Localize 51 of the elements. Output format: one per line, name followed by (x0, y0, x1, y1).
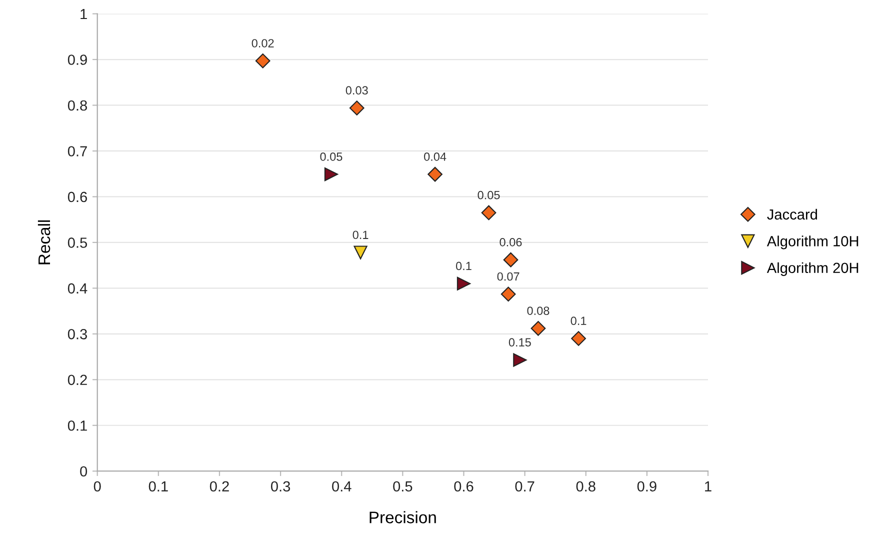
x-tick-label: 0 (94, 481, 101, 492)
point (571, 331, 586, 346)
y-tick-label: 0.2 (68, 374, 87, 386)
y-tick-label: 0.9 (68, 54, 87, 65)
x-tick-label: 0.4 (332, 481, 352, 492)
annotation: 0.04 (424, 152, 446, 161)
legend-label: Jaccard (767, 208, 818, 220)
point (481, 205, 496, 220)
y-tick-label: 0.4 (68, 283, 88, 294)
annotation: 0.1 (456, 262, 472, 270)
annotation: 0.15 (508, 338, 531, 347)
legend-label: Algorithm 10H (766, 236, 858, 250)
y-tick-label: 0 (80, 466, 88, 477)
annotation: 0.1 (570, 316, 586, 326)
y-tick-label: 0.8 (68, 100, 87, 111)
annotation: 0.05 (320, 152, 342, 161)
x-tick-label: 1 (705, 481, 712, 492)
y-tick-label: 0.7 (68, 146, 87, 156)
y-tick-label: 0.3 (68, 329, 87, 340)
y-axis-title: Recall (38, 220, 50, 264)
annotation: 0.05 (478, 190, 500, 200)
point (513, 353, 527, 367)
point (324, 167, 338, 182)
y-tick-label: 0.5 (68, 238, 88, 248)
annotation: 0.06 (500, 238, 522, 246)
x-tick-label: 0.3 (270, 481, 290, 492)
x-tick-label: 0.9 (637, 481, 656, 492)
x-tick-label: 0.2 (210, 481, 229, 492)
x-tick-label: 0.8 (576, 481, 596, 492)
y-tick-label: 1 (80, 9, 87, 20)
annotation: 0.08 (527, 306, 550, 315)
y-tick-label: 0.6 (68, 192, 87, 202)
annotation: 0.03 (346, 86, 368, 95)
point (503, 252, 518, 268)
point (456, 276, 471, 290)
point (255, 53, 270, 68)
x-tick-label: 0.1 (148, 481, 168, 492)
x-tick-label: 0.6 (454, 481, 474, 492)
x-tick-label: 0.7 (515, 481, 534, 492)
point (354, 246, 368, 260)
annotation: 0.02 (252, 39, 274, 48)
annotation: 0.07 (497, 272, 520, 281)
point (428, 166, 442, 182)
legend-label: Algorithm 20H (766, 262, 858, 276)
annotation: 0.1 (352, 230, 368, 240)
point (500, 286, 516, 302)
point (349, 100, 364, 116)
x-axis-title: Precision (370, 511, 436, 524)
x-tick-label: 0.5 (393, 481, 412, 492)
point (530, 320, 546, 336)
y-tick-label: 0.1 (68, 420, 87, 431)
